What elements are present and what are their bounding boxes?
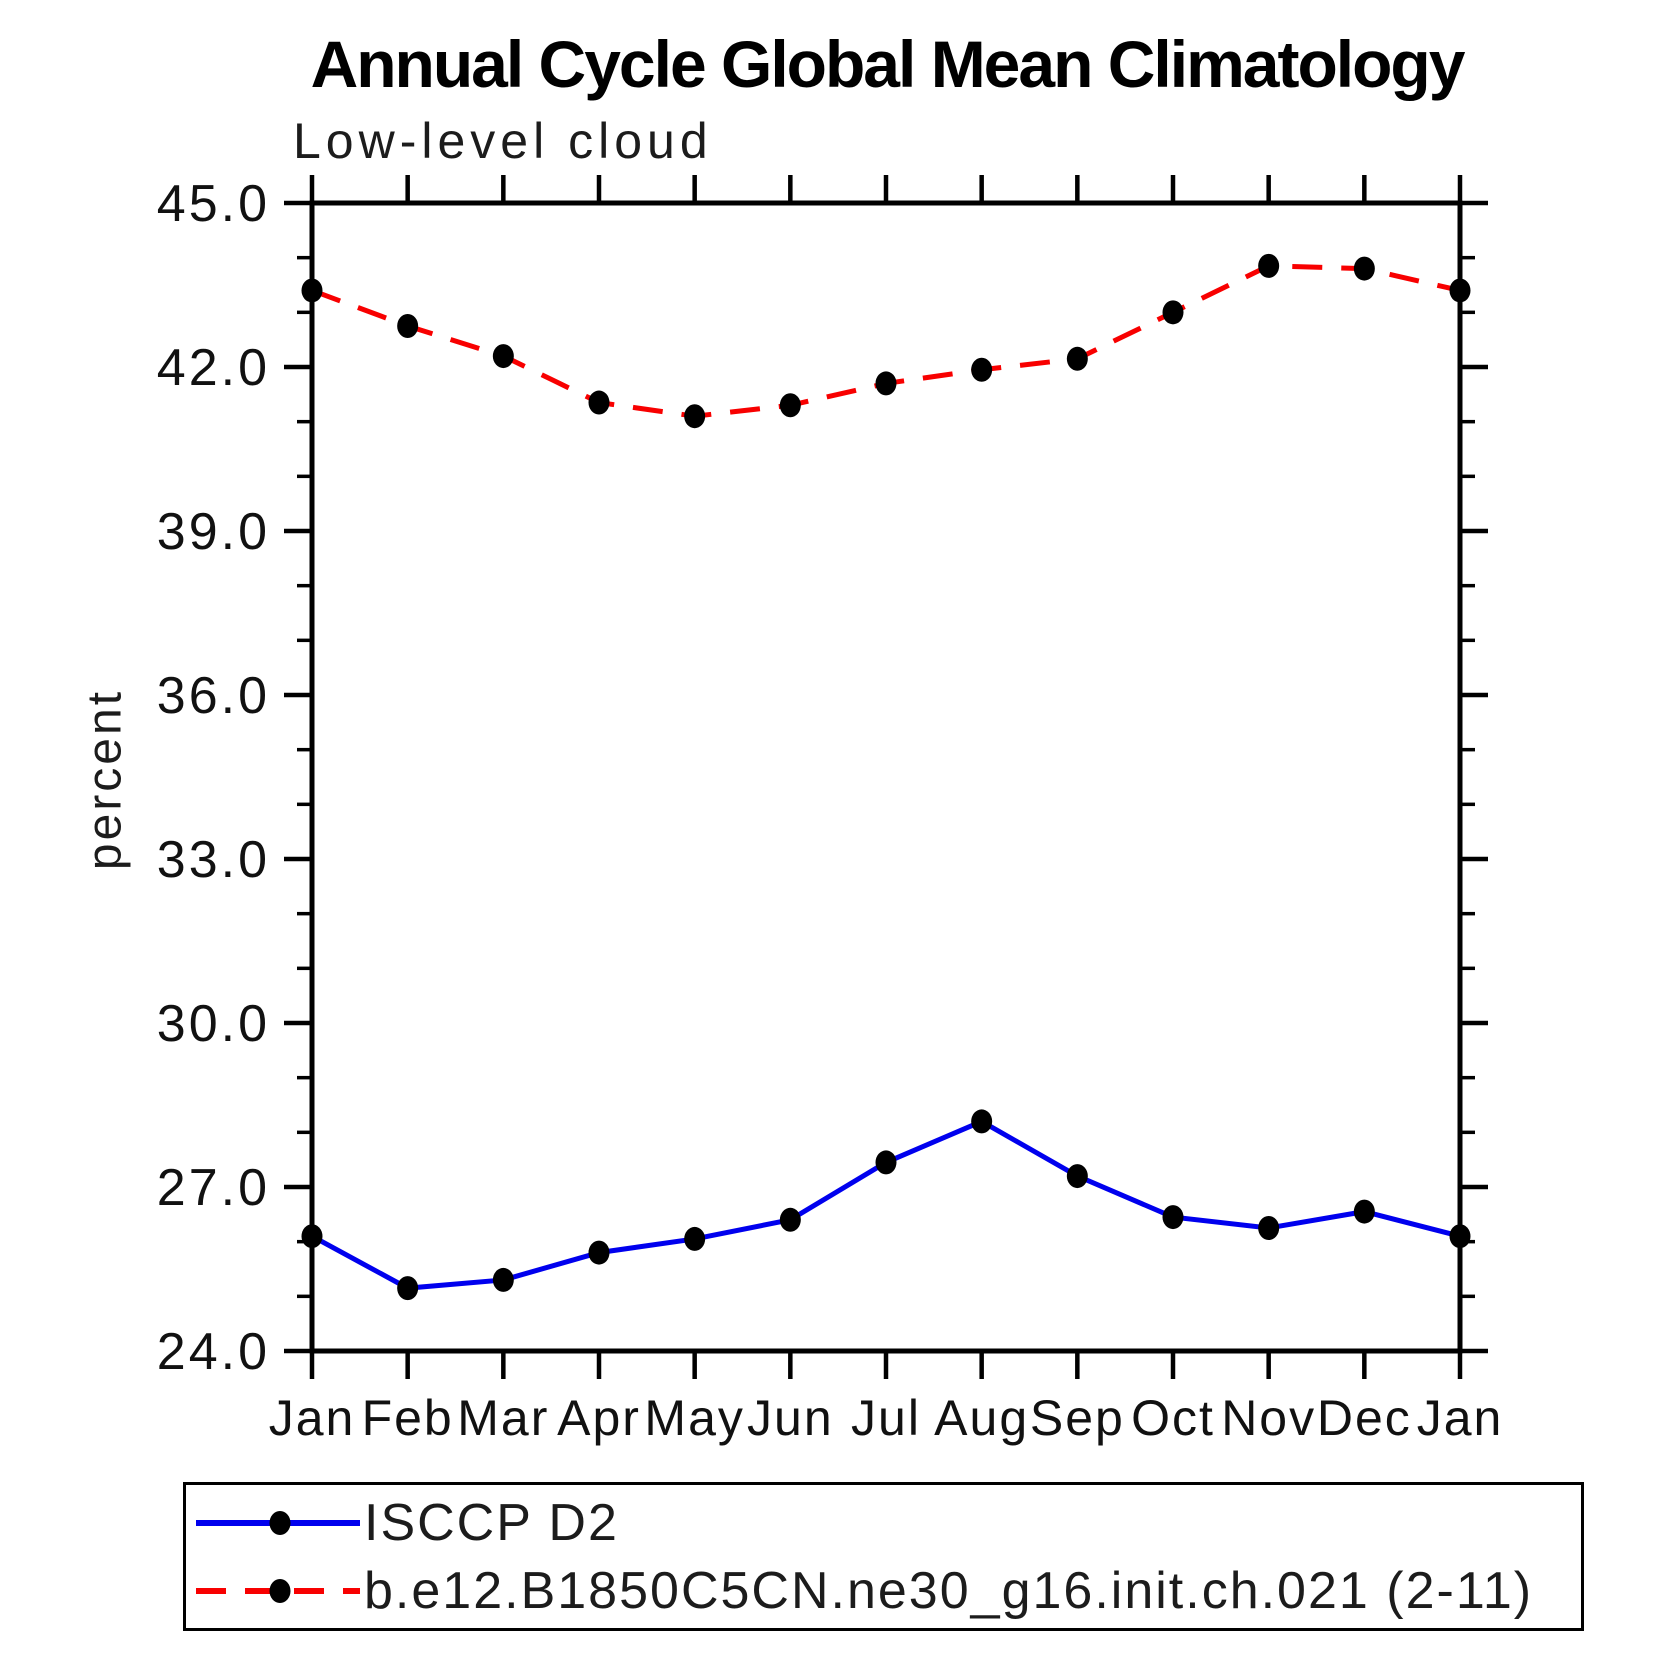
data-point-marker [779,393,801,418]
data-point-marker [875,371,897,396]
chart-subtitle: Low-level cloud [293,113,713,169]
data-point-marker [875,1150,897,1175]
data-point-marker [397,314,419,338]
series-line [310,1118,1461,1291]
data-point-marker [301,1224,323,1249]
svg-text:Feb: Feb [362,1390,454,1446]
svg-text:Jul: Jul [851,1390,921,1446]
data-point-marker [1066,346,1088,371]
data-point-marker [1449,1224,1471,1249]
data-point-marker [1162,300,1184,325]
data-point-marker [971,357,993,382]
svg-text:24.0: 24.0 [157,1323,270,1381]
legend-item-isccp: ISCCP D2 [186,1489,1581,1557]
svg-text:May: May [644,1390,744,1446]
svg-text:Apr: Apr [557,1390,641,1446]
data-point-marker [971,1109,993,1134]
svg-text:Jan: Jan [269,1390,356,1446]
svg-text:Dec: Dec [1317,1390,1412,1446]
svg-text:30.0: 30.0 [157,995,270,1053]
svg-text:39.0: 39.0 [157,503,270,561]
svg-text:27.0: 27.0 [157,1159,270,1217]
data-point-marker [588,390,610,415]
data-point-marker [397,1276,419,1301]
svg-text:Jun: Jun [747,1390,834,1446]
data-point-marker [301,278,323,303]
data-point-marker [492,1267,514,1292]
svg-text:Mar: Mar [457,1390,549,1446]
data-point-marker [1162,1205,1184,1230]
svg-text:33.0: 33.0 [157,831,270,889]
data-point-marker [1258,1216,1280,1240]
legend-label: ISCCP D2 [364,1493,619,1552]
svg-text:Sep: Sep [1030,1390,1125,1446]
data-point-marker [684,404,706,429]
svg-text:Aug: Aug [934,1390,1029,1446]
legend-sample-dashed-line [196,1578,360,1603]
data-point-marker [492,344,514,369]
legend-item-model: b.e12.B1850C5CN.ne30_g16.init.ch.021 (2-… [186,1557,1581,1625]
data-point-marker [588,1240,610,1265]
svg-text:42.0: 42.0 [157,339,270,397]
legend-sample-solid-line [196,1510,360,1535]
data-point-marker [1449,278,1471,303]
svg-text:36.0: 36.0 [157,667,270,725]
data-point-marker [1066,1164,1088,1189]
svg-text:45.0: 45.0 [157,175,270,233]
data-point-marker [1353,1199,1375,1224]
data-point-marker [1258,253,1280,278]
legend-label: b.e12.B1850C5CN.ne30_g16.init.ch.021 (2-… [364,1561,1534,1620]
data-point-marker [779,1207,801,1232]
data-point-marker [1353,256,1375,281]
svg-text:Jan: Jan [1417,1390,1504,1446]
data-point-marker [684,1226,706,1251]
svg-text:Oct: Oct [1131,1390,1215,1446]
legend-box: ISCCP D2 b.e12.B1850C5CN.ne30_g16.init.c… [183,1482,1584,1631]
svg-text:Nov: Nov [1221,1390,1316,1446]
chart-title: Annual Cycle Global Mean Climatology [310,27,1466,101]
